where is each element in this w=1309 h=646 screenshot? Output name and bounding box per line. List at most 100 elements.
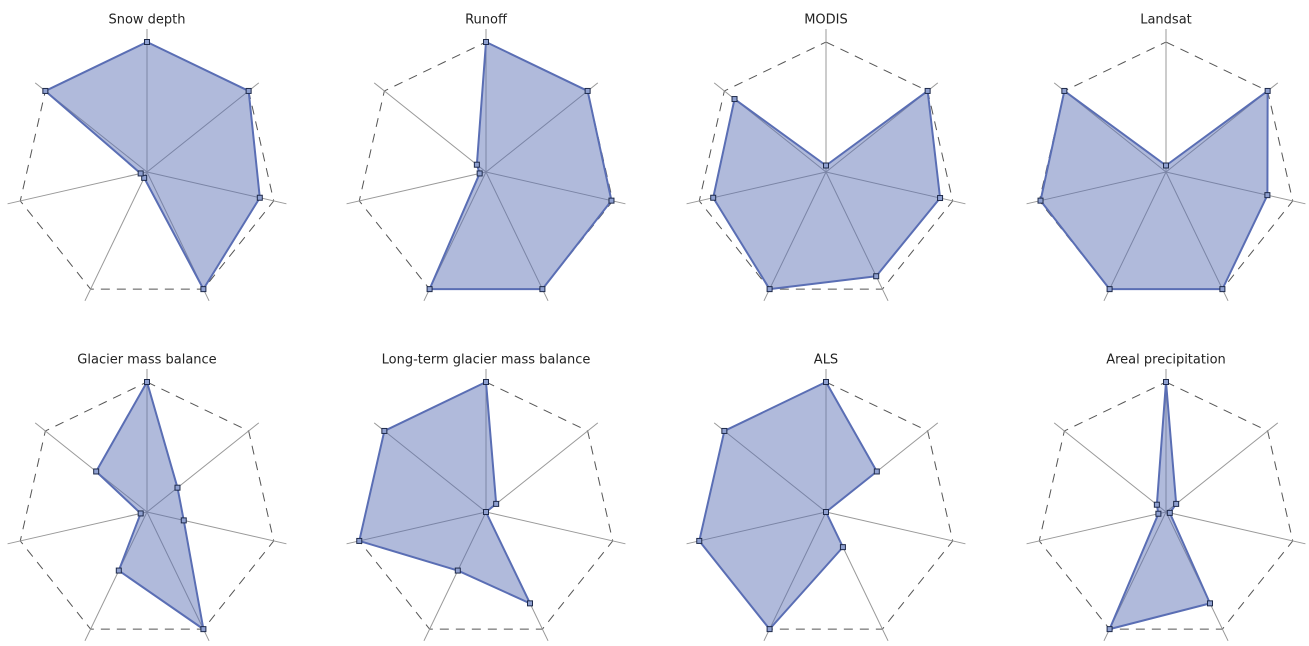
vertex-marker <box>1106 626 1113 633</box>
axis-line <box>146 171 287 205</box>
axis-line <box>485 511 626 545</box>
vertex-marker <box>608 197 615 204</box>
vertex-marker <box>200 286 207 293</box>
axis-line <box>1165 511 1306 545</box>
vertex-marker <box>245 87 252 94</box>
vertex-marker <box>873 273 880 280</box>
axis-line <box>84 511 148 642</box>
grid-ring <box>1038 381 1294 630</box>
axis-line <box>34 422 148 513</box>
axis-line <box>146 511 287 545</box>
vertex-marker <box>1219 286 1226 293</box>
axis-line <box>485 171 626 205</box>
vertex-marker <box>200 626 207 633</box>
axis-line <box>146 511 210 642</box>
vertex-marker <box>1153 501 1160 508</box>
axis-line <box>146 422 260 513</box>
chart-title: Runoff <box>465 13 508 28</box>
chart-title: Glacier mass balance <box>77 353 216 368</box>
vertex-marker <box>476 170 483 177</box>
vertex-marker <box>1166 509 1173 516</box>
axis-line <box>146 82 260 173</box>
axis-line <box>1026 171 1167 205</box>
axis-line <box>346 171 487 205</box>
vertex-marker <box>137 170 144 177</box>
vertex-marker <box>731 96 738 103</box>
vertex-marker <box>1061 87 1068 94</box>
vertex-marker <box>1163 379 1169 385</box>
axis-line <box>713 422 827 513</box>
vertex-marker <box>937 195 944 202</box>
axis-line <box>1103 171 1167 302</box>
vertex-marker <box>483 39 489 45</box>
vertex-marker <box>1106 286 1113 293</box>
vertex-marker <box>483 379 489 385</box>
axis-line <box>373 82 487 173</box>
chart-title: Long-term glacier mass balance <box>382 353 591 368</box>
axis-line <box>763 171 827 302</box>
axis-line <box>7 511 148 545</box>
chart-title: Areal precipitation <box>1106 353 1226 368</box>
vertex-marker <box>839 544 846 551</box>
chart-title: ALS <box>814 353 838 368</box>
vertex-marker <box>721 427 728 434</box>
radar-area <box>95 381 205 631</box>
vertex-marker <box>144 379 150 385</box>
vertex-marker <box>1037 197 1044 204</box>
axis-line <box>1026 511 1167 545</box>
vertex-marker <box>381 427 388 434</box>
axis-line <box>1165 171 1306 205</box>
axis-line <box>485 82 599 173</box>
radar-area <box>1039 89 1269 291</box>
vertex-marker <box>823 162 829 169</box>
chart-title: Landsat <box>1140 13 1192 28</box>
vertex-marker <box>93 468 100 475</box>
vertex-marker <box>1264 87 1271 94</box>
axis-line <box>686 511 827 545</box>
vertex-marker <box>539 286 546 293</box>
vertex-marker <box>356 537 363 544</box>
axis-line <box>7 171 148 205</box>
vertex-marker <box>710 194 717 201</box>
vertex-marker <box>696 537 703 544</box>
vertex-marker <box>141 174 148 181</box>
axis-line <box>825 171 889 302</box>
radar-area <box>698 381 878 631</box>
vertex-marker <box>174 484 181 491</box>
vertex-marker <box>115 567 122 574</box>
radar-area <box>358 381 531 605</box>
axis-line <box>763 511 827 642</box>
grid-ring <box>698 41 954 290</box>
vertex-marker <box>584 87 591 94</box>
vertex-marker <box>473 161 480 168</box>
grid-ring <box>19 41 275 290</box>
vertex-marker <box>1173 500 1180 507</box>
vertex-marker <box>454 567 461 574</box>
vertex-marker <box>766 286 773 293</box>
axis-line <box>373 422 487 513</box>
vertex-marker <box>426 286 433 293</box>
axis-line <box>84 171 148 302</box>
vertex-marker <box>144 39 150 45</box>
axis-line <box>485 171 549 302</box>
axis-line <box>1165 171 1229 302</box>
vertex-marker <box>1264 192 1271 199</box>
vertex-marker <box>180 517 187 524</box>
vertex-marker <box>42 87 49 94</box>
axis-line <box>423 511 487 642</box>
vertex-marker <box>766 626 773 633</box>
vertex-marker <box>1155 510 1162 517</box>
vertex-marker <box>823 379 829 385</box>
radar-area <box>428 41 613 291</box>
vertex-marker <box>1206 600 1213 607</box>
grid-ring <box>19 381 275 630</box>
axis-line <box>485 422 599 513</box>
vertex-marker <box>137 510 144 517</box>
axis-line <box>1053 422 1167 513</box>
chart-title: MODIS <box>804 13 848 28</box>
axis-line <box>825 511 966 545</box>
vertex-marker <box>823 509 829 515</box>
vertex-marker <box>493 500 500 507</box>
vertex-marker <box>483 509 489 515</box>
